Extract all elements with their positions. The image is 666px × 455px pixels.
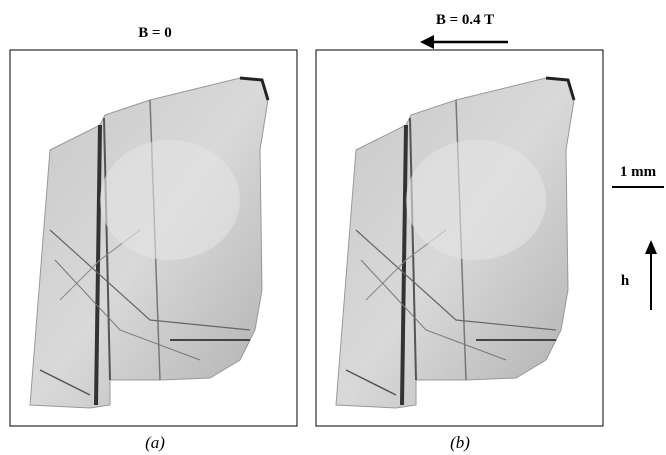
panel-caption: (b) xyxy=(450,433,470,452)
direction-arrow xyxy=(645,240,657,310)
panel-caption: (a) xyxy=(145,433,165,452)
direction-label: h xyxy=(621,273,630,289)
field-label: B = 0.4 T xyxy=(436,12,494,28)
field-arrow xyxy=(420,35,508,49)
figure: B = 0 (a) B = 0.4 T (b) 1 mm h xyxy=(0,0,666,455)
field-label: B = 0 xyxy=(138,25,172,41)
scale-bar-label: 1 mm xyxy=(620,164,657,180)
